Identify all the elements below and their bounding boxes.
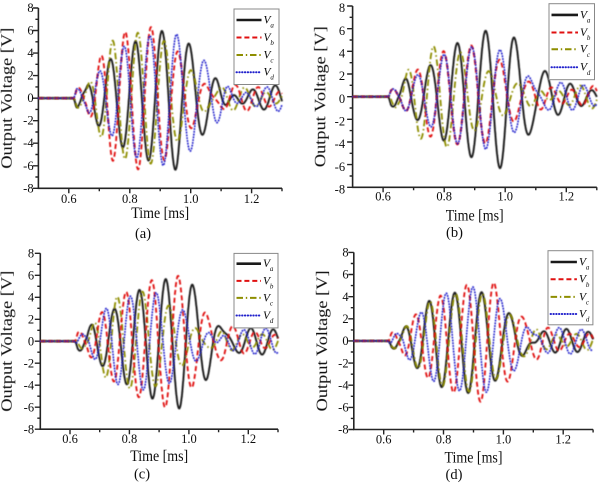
svg-text:0: 0 <box>342 334 348 348</box>
svg-text:4: 4 <box>27 46 34 60</box>
svg-text:(d): (d) <box>446 467 463 483</box>
svg-text:V: V <box>264 32 273 44</box>
svg-text:0: 0 <box>27 91 33 105</box>
svg-text:(a): (a) <box>135 226 151 242</box>
svg-text:-4: -4 <box>335 137 346 151</box>
svg-text:-6: -6 <box>335 160 345 174</box>
svg-text:Time [ms]: Time [ms] <box>445 450 503 467</box>
svg-text:V: V <box>579 274 588 286</box>
svg-text:0.6: 0.6 <box>375 190 391 204</box>
svg-text:2: 2 <box>339 69 345 83</box>
svg-text:-2: -2 <box>24 356 34 370</box>
svg-text:1.0: 1.0 <box>183 192 199 206</box>
svg-text:4: 4 <box>342 290 349 304</box>
svg-text:a: a <box>586 264 590 272</box>
svg-text:-8: -8 <box>338 423 348 437</box>
svg-text:d: d <box>270 74 274 82</box>
svg-text:8: 8 <box>28 247 34 261</box>
svg-text:0.6: 0.6 <box>61 192 77 206</box>
svg-text:V: V <box>580 44 589 56</box>
svg-text:V: V <box>579 308 588 320</box>
svg-text:8: 8 <box>339 1 345 15</box>
svg-text:d: d <box>270 317 274 325</box>
svg-text:6: 6 <box>27 24 33 38</box>
svg-text:1.2: 1.2 <box>244 192 260 206</box>
svg-text:V: V <box>580 9 589 21</box>
svg-text:2: 2 <box>342 312 348 326</box>
svg-text:-4: -4 <box>24 378 35 392</box>
svg-text:c: c <box>270 299 274 307</box>
svg-text:a: a <box>270 265 274 273</box>
svg-text:Output Voltage [V]: Output Voltage [V] <box>314 270 331 411</box>
svg-text:a: a <box>587 16 591 24</box>
svg-text:V: V <box>263 275 272 287</box>
svg-text:Time [ms]: Time [ms] <box>130 448 188 465</box>
svg-text:-2: -2 <box>338 356 348 370</box>
svg-text:-2: -2 <box>23 114 33 128</box>
svg-text:1.0: 1.0 <box>496 432 512 446</box>
svg-text:-8: -8 <box>23 181 33 195</box>
svg-text:0.6: 0.6 <box>62 432 78 446</box>
svg-text:6: 6 <box>339 24 345 38</box>
svg-text:Output Voltage [V]: Output Voltage [V] <box>0 271 16 412</box>
svg-text:4: 4 <box>339 47 346 61</box>
svg-text:-4: -4 <box>338 378 349 392</box>
svg-text:0.8: 0.8 <box>436 432 452 446</box>
svg-text:0: 0 <box>28 334 34 348</box>
svg-text:d: d <box>587 69 591 77</box>
svg-text:c: c <box>270 57 274 65</box>
svg-text:V: V <box>264 67 273 79</box>
svg-text:2: 2 <box>27 69 33 83</box>
svg-text:1.2: 1.2 <box>555 432 571 446</box>
svg-text:(c): (c) <box>134 467 150 483</box>
svg-text:b: b <box>586 281 590 289</box>
svg-text:1.2: 1.2 <box>558 190 574 204</box>
svg-text:V: V <box>580 62 589 74</box>
svg-text:Output Voltage [V]: Output Voltage [V] <box>0 28 16 169</box>
svg-text:Output Voltage [V]: Output Voltage [V] <box>313 26 330 167</box>
svg-text:-6: -6 <box>338 401 348 415</box>
svg-text:0.8: 0.8 <box>122 192 138 206</box>
svg-text:-2: -2 <box>335 115 345 129</box>
svg-text:-6: -6 <box>23 159 33 173</box>
svg-text:V: V <box>264 14 273 26</box>
svg-text:V: V <box>264 49 273 61</box>
svg-text:0: 0 <box>339 92 345 106</box>
svg-text:V: V <box>263 310 272 322</box>
svg-text:c: c <box>586 298 590 306</box>
svg-text:b: b <box>587 34 591 42</box>
svg-text:8: 8 <box>342 246 348 260</box>
svg-text:-4: -4 <box>23 136 34 150</box>
svg-text:0.6: 0.6 <box>376 432 392 446</box>
svg-text:-8: -8 <box>24 422 34 436</box>
svg-text:4: 4 <box>28 291 35 305</box>
svg-text:8: 8 <box>27 1 33 15</box>
svg-text:1.2: 1.2 <box>240 432 256 446</box>
svg-text:2: 2 <box>28 313 34 327</box>
svg-text:V: V <box>579 256 588 268</box>
svg-text:V: V <box>263 258 272 270</box>
svg-text:-8: -8 <box>335 183 345 197</box>
svg-text:b: b <box>270 282 274 290</box>
svg-text:V: V <box>580 27 589 39</box>
svg-text:1.0: 1.0 <box>181 432 197 446</box>
svg-text:-6: -6 <box>24 400 34 414</box>
svg-text:6: 6 <box>28 269 34 283</box>
svg-text:b: b <box>270 39 274 47</box>
svg-text:a: a <box>270 22 274 30</box>
svg-text:0.8: 0.8 <box>436 190 452 204</box>
svg-text:Time [ms]: Time [ms] <box>446 208 504 225</box>
svg-text:c: c <box>587 51 591 59</box>
svg-text:d: d <box>586 316 590 324</box>
svg-text:(b): (b) <box>446 225 463 241</box>
svg-text:V: V <box>579 291 588 303</box>
svg-text:Time [ms]: Time [ms] <box>131 205 189 222</box>
svg-text:0.8: 0.8 <box>122 432 138 446</box>
svg-text:V: V <box>263 292 272 304</box>
svg-text:1.0: 1.0 <box>497 190 513 204</box>
svg-text:6: 6 <box>342 268 348 282</box>
